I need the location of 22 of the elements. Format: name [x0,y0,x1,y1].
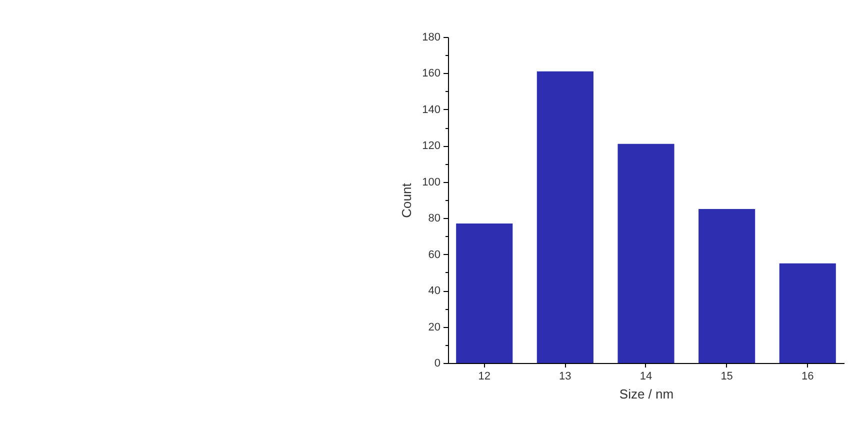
x-tick-label: 15 [720,370,733,382]
y-tick-label: 20 [428,321,440,334]
bar [618,144,674,363]
y-tick-label: 120 [422,140,440,152]
bar [456,224,513,363]
y-tick-label: 80 [428,212,440,225]
y-tick-label: 100 [422,176,440,188]
x-axis-title: Size / nm [619,386,674,402]
y-tick-label: 160 [422,68,440,80]
bar [779,263,836,363]
y-tick-label: 40 [428,285,440,298]
y-tick-label: 180 [422,32,440,44]
x-tick-label: 16 [802,370,814,382]
y-tick-label: 60 [428,248,440,261]
y-tick-label: 0 [434,358,440,370]
x-tick-label: 12 [478,370,490,382]
y-tick-label: 140 [422,104,440,116]
y-axis-title: Count [399,182,414,218]
x-tick-label: 13 [559,370,572,382]
bar [698,209,756,363]
x-tick-label: 14 [640,370,652,382]
bar [536,71,594,363]
